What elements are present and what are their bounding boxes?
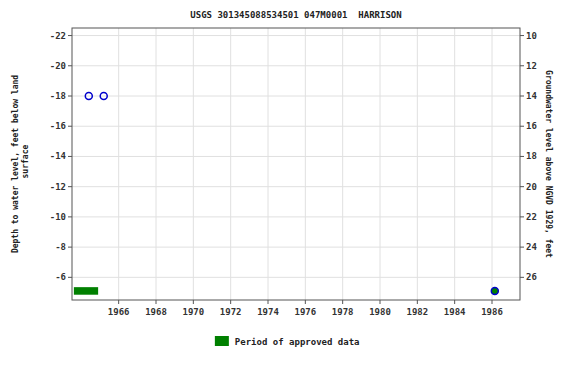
title: USGS 301345088534501 047M0001 HARRISON: [190, 10, 401, 20]
tick-x: [118, 300, 119, 304]
legend-label: Period of approved data: [235, 337, 360, 347]
tick-label-x: 1970: [182, 307, 204, 317]
tick-label-y: -8: [55, 242, 66, 252]
tick-x: [454, 300, 455, 304]
axes: 1966 1968 1970 1972 1974 1976 1978 1980 1982 1984…: [50, 31, 538, 317]
grid-line-y: [72, 186, 520, 187]
tick-x: [230, 300, 231, 304]
tick-y2: [520, 156, 524, 157]
tick-y2: [520, 126, 524, 127]
tick-y: [68, 216, 72, 217]
measurement-point: [85, 93, 92, 100]
tick-label-x: 1968: [145, 307, 167, 317]
tick-label-x: 1982: [406, 307, 428, 317]
tick-label-y: -16: [50, 121, 66, 131]
tick-y: [68, 96, 72, 97]
tick-x: [305, 300, 306, 304]
grid-line-y: [72, 156, 520, 157]
tick-label-y2: 24: [526, 242, 537, 252]
end-marker: [491, 287, 498, 294]
y-axis-label-line: surface: [21, 145, 30, 184]
tick-x: [380, 300, 381, 304]
tick-label-y: -22: [50, 31, 66, 41]
tick-x: [193, 300, 194, 304]
grid-line-x: [305, 28, 306, 300]
tick-y2: [520, 247, 524, 248]
tick-x: [492, 300, 493, 304]
grid-line-y: [72, 96, 520, 97]
grid-line-y: [72, 35, 520, 36]
tick-x: [417, 300, 418, 304]
marks: [74, 93, 498, 295]
tick-y2: [520, 65, 524, 66]
grid-line-x: [417, 28, 418, 300]
grid-line-y: [72, 126, 520, 127]
measurement-point: [100, 93, 107, 100]
tick-label-y2: 14: [526, 91, 537, 101]
tick-label-y2: 18: [526, 151, 537, 161]
grid: [72, 28, 520, 300]
tick-label-x: 1978: [332, 307, 354, 317]
tick-label-y: -12: [50, 182, 66, 192]
tick-label-x: 1972: [220, 307, 242, 317]
grid-line-y: [72, 216, 520, 217]
tick-x: [156, 300, 157, 304]
tick-label-y2: 10: [526, 31, 537, 41]
tick-label-x: 1966: [108, 307, 130, 317]
tick-y2: [520, 277, 524, 278]
y-axis-label: Depth to water level, feet below land su…: [11, 75, 30, 253]
legend: Period of approved data: [215, 336, 360, 347]
grid-line-x: [454, 28, 455, 300]
tick-y: [68, 156, 72, 157]
tick-label-x: 1980: [369, 307, 391, 317]
tick-label-y2: 26: [526, 272, 537, 282]
tick-y2: [520, 35, 524, 36]
grid-line-x: [380, 28, 381, 300]
tick-label-y: -10: [50, 212, 66, 222]
tick-y: [68, 65, 72, 66]
tick-y2: [520, 216, 524, 217]
approved-period-bar: [74, 287, 98, 295]
grid-line-x: [156, 28, 157, 300]
grid-line-y: [72, 247, 520, 248]
grid-line-x: [342, 28, 343, 300]
y-axis-label-line: Depth to water level, feet below land: [11, 75, 20, 253]
tick-label-y2: 12: [526, 61, 537, 71]
grid-line-x: [492, 28, 493, 300]
chart-root: 1966 1968 1970 1972 1974 1976 1978 1980 1982 1984…: [0, 0, 576, 384]
plot-frame: [72, 28, 520, 300]
tick-label-y: -14: [50, 151, 67, 161]
tick-label-x: 1976: [294, 307, 316, 317]
tick-y: [68, 247, 72, 248]
tick-label-y2: 20: [526, 182, 537, 192]
tick-y: [68, 277, 72, 278]
tick-y2: [520, 96, 524, 97]
tick-label-x: 1984: [444, 307, 466, 317]
tick-y: [68, 126, 72, 127]
grid-line-y: [72, 65, 520, 66]
tick-label-x: 1974: [257, 307, 279, 317]
grid-line-x: [230, 28, 231, 300]
grid-line-x: [193, 28, 194, 300]
tick-label-y: -6: [55, 272, 66, 282]
tick-x: [268, 300, 269, 304]
tick-label-y2: 16: [526, 121, 537, 131]
y2-axis-label: Groundwater level above NGVD 1929, feet: [544, 70, 553, 258]
tick-x: [342, 300, 343, 304]
grid-line-y: [72, 277, 520, 278]
tick-y: [68, 35, 72, 36]
grid-line-x: [118, 28, 119, 300]
legend-swatch: [215, 336, 229, 346]
tick-label-y: -18: [50, 91, 66, 101]
tick-label-y: -20: [50, 61, 66, 71]
tick-y2: [520, 186, 524, 187]
tick-y: [68, 186, 72, 187]
tick-label-y2: 22: [526, 212, 537, 222]
tick-label-x: 1986: [481, 307, 503, 317]
grid-line-x: [268, 28, 269, 300]
